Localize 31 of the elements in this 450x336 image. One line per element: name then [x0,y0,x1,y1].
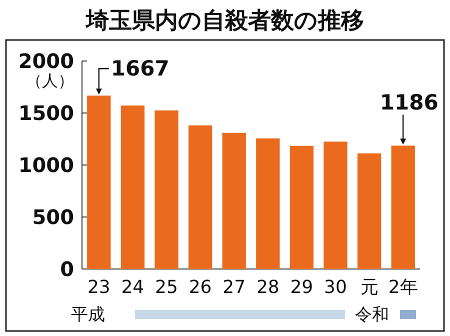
x-tick-label: 25 [155,277,178,298]
bar [87,96,111,269]
bar [357,153,382,269]
data-label: 1186 [380,90,438,115]
y-tick-label: 500 [32,205,74,229]
y-axis-title: （人） [26,71,74,90]
bar [188,125,212,269]
x-tick-label: 23 [87,277,110,298]
x-tick-label: 元 [360,277,378,298]
y-tick-label: 0 [60,257,74,281]
x-tick-label: 24 [121,277,144,298]
text: 平成 [71,305,105,325]
x-tick-label: 27 [222,277,246,298]
chart-title: 埼玉県内の自殺者数の推移 [85,8,364,34]
bar [324,142,348,269]
x-tick-label: 28 [256,277,280,298]
bar [222,132,246,269]
bar [290,146,314,269]
x-tick-label: 30 [324,277,347,298]
x-tick-label: 26 [188,277,212,298]
text: 令和 [355,305,389,325]
y-tick-label: 1000 [18,153,74,177]
data-label: 1667 [110,56,170,81]
x-tick-label: 2年 [388,277,418,298]
bar [154,110,178,269]
bar [120,106,145,269]
y-tick-label: 2000 [18,49,74,73]
bar [256,138,280,269]
y-tick-label: 1500 [18,101,74,125]
x-tick-label: 29 [290,277,314,298]
bar [391,146,415,269]
